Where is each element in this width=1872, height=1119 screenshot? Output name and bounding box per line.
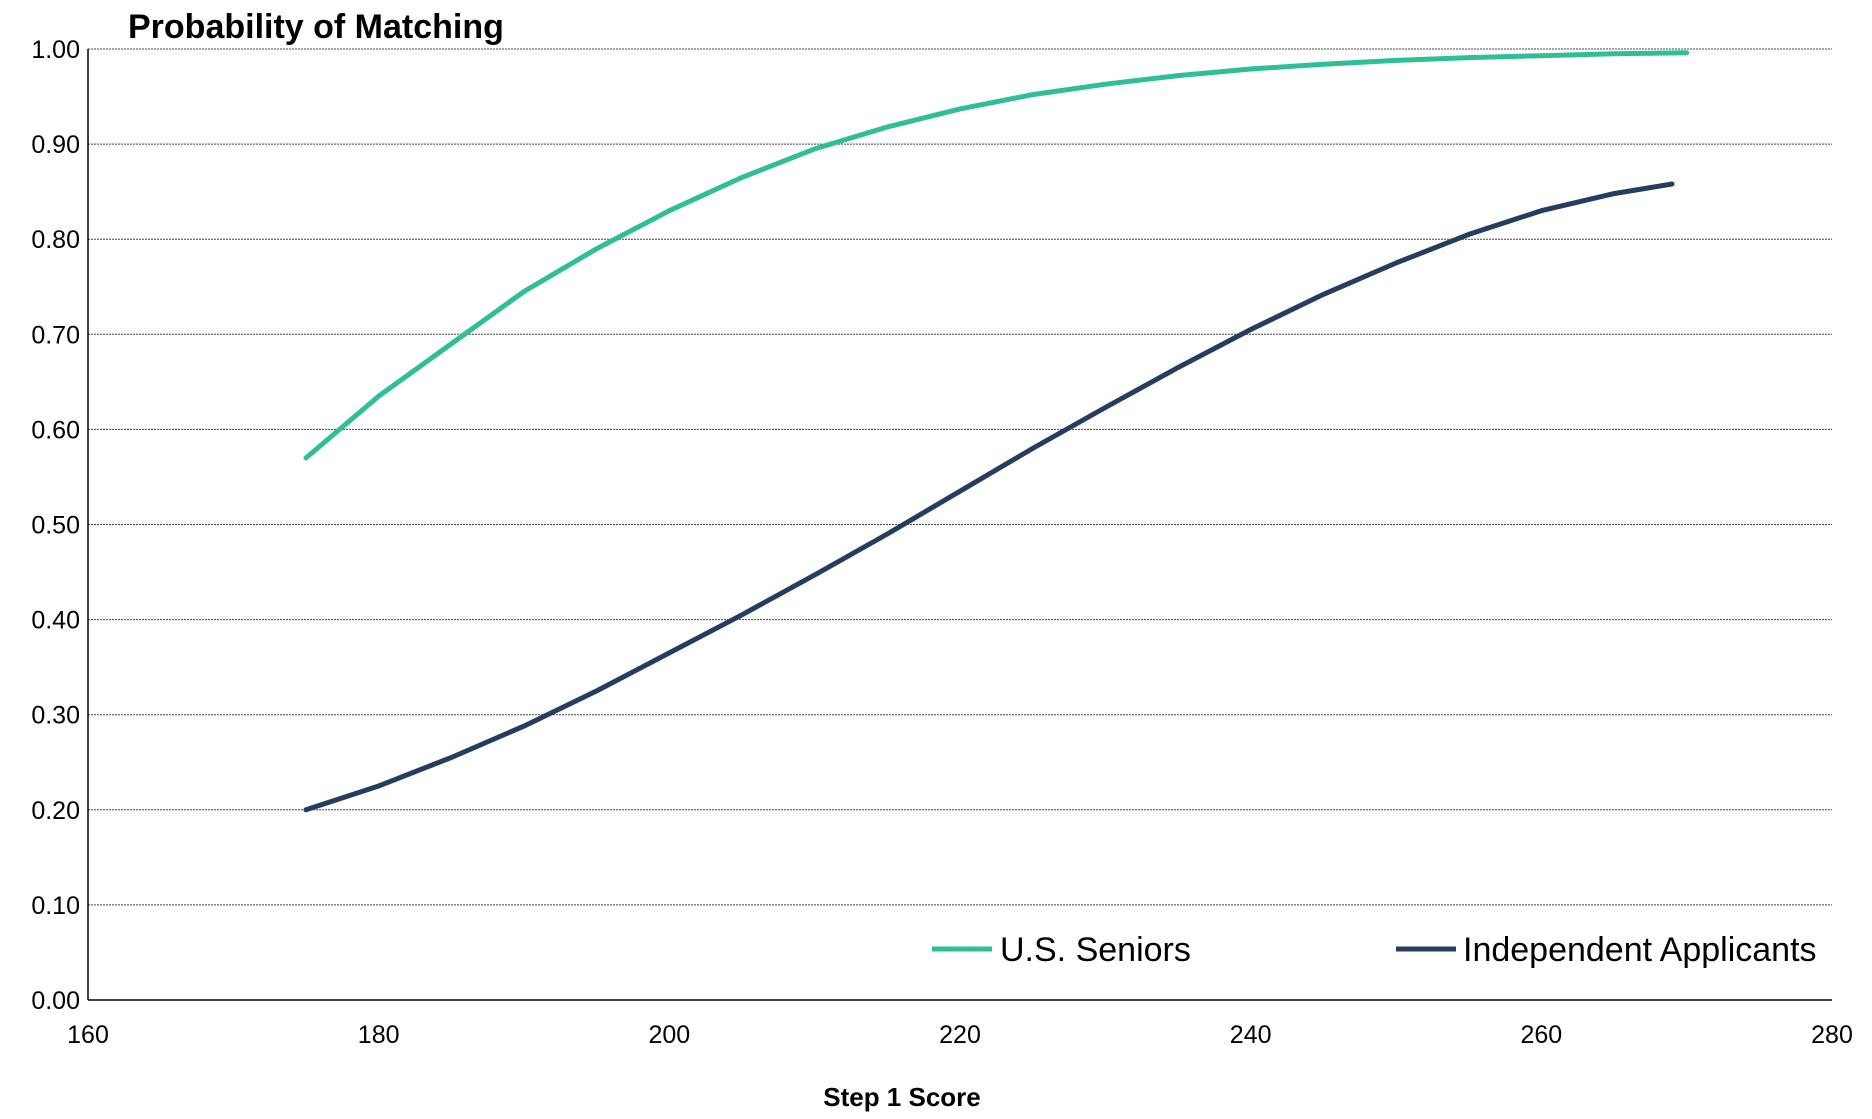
y-tick-labels: 0.00 0.10 0.20 0.30 0.40 0.50 0.60 0.70 0.80 0.90… [31, 36, 80, 1015]
y-tick-label: 0.20 [31, 797, 80, 825]
x-tick-label: 160 [67, 1021, 109, 1049]
x-tick-labels: 160 180 200 220 240 260 280 [67, 1021, 1853, 1049]
x-axis-label: Step 1 Score [823, 1082, 981, 1112]
y-tick-label: 0.00 [31, 987, 80, 1015]
y-tick-label: 0.40 [31, 607, 80, 635]
chart-title: Probability of Matching [128, 8, 504, 46]
legend-label-independent-applicants: Independent Applicants [1463, 931, 1817, 969]
y-tick-label: 0.70 [31, 321, 80, 349]
y-tick-label: 0.80 [31, 226, 80, 254]
x-tick-label: 260 [1520, 1021, 1562, 1049]
x-tick-label: 240 [1230, 1021, 1272, 1049]
y-tick-label: 0.10 [31, 892, 80, 920]
axis-layer [87, 49, 1832, 1001]
series-line-independent-applicants [303, 181, 1675, 813]
y-tick-label: 0.60 [31, 416, 80, 444]
x-tick-label: 200 [648, 1021, 690, 1049]
y-tick-label: 0.90 [31, 131, 80, 159]
x-tick-label: 220 [939, 1021, 981, 1049]
x-tick-label: 280 [1811, 1021, 1853, 1049]
grid-layer [88, 48, 1832, 906]
legend: U.S. Seniors Independent Applicants [932, 931, 1817, 969]
y-tick-label: 0.30 [31, 702, 80, 730]
x-tick-label: 180 [358, 1021, 400, 1049]
legend-label-us-seniors: U.S. Seniors [1000, 931, 1191, 969]
y-tick-label: 1.00 [31, 36, 80, 64]
series-layer [303, 50, 1690, 813]
series-line-u-s-seniors [303, 50, 1690, 461]
y-tick-label: 0.50 [31, 512, 80, 540]
